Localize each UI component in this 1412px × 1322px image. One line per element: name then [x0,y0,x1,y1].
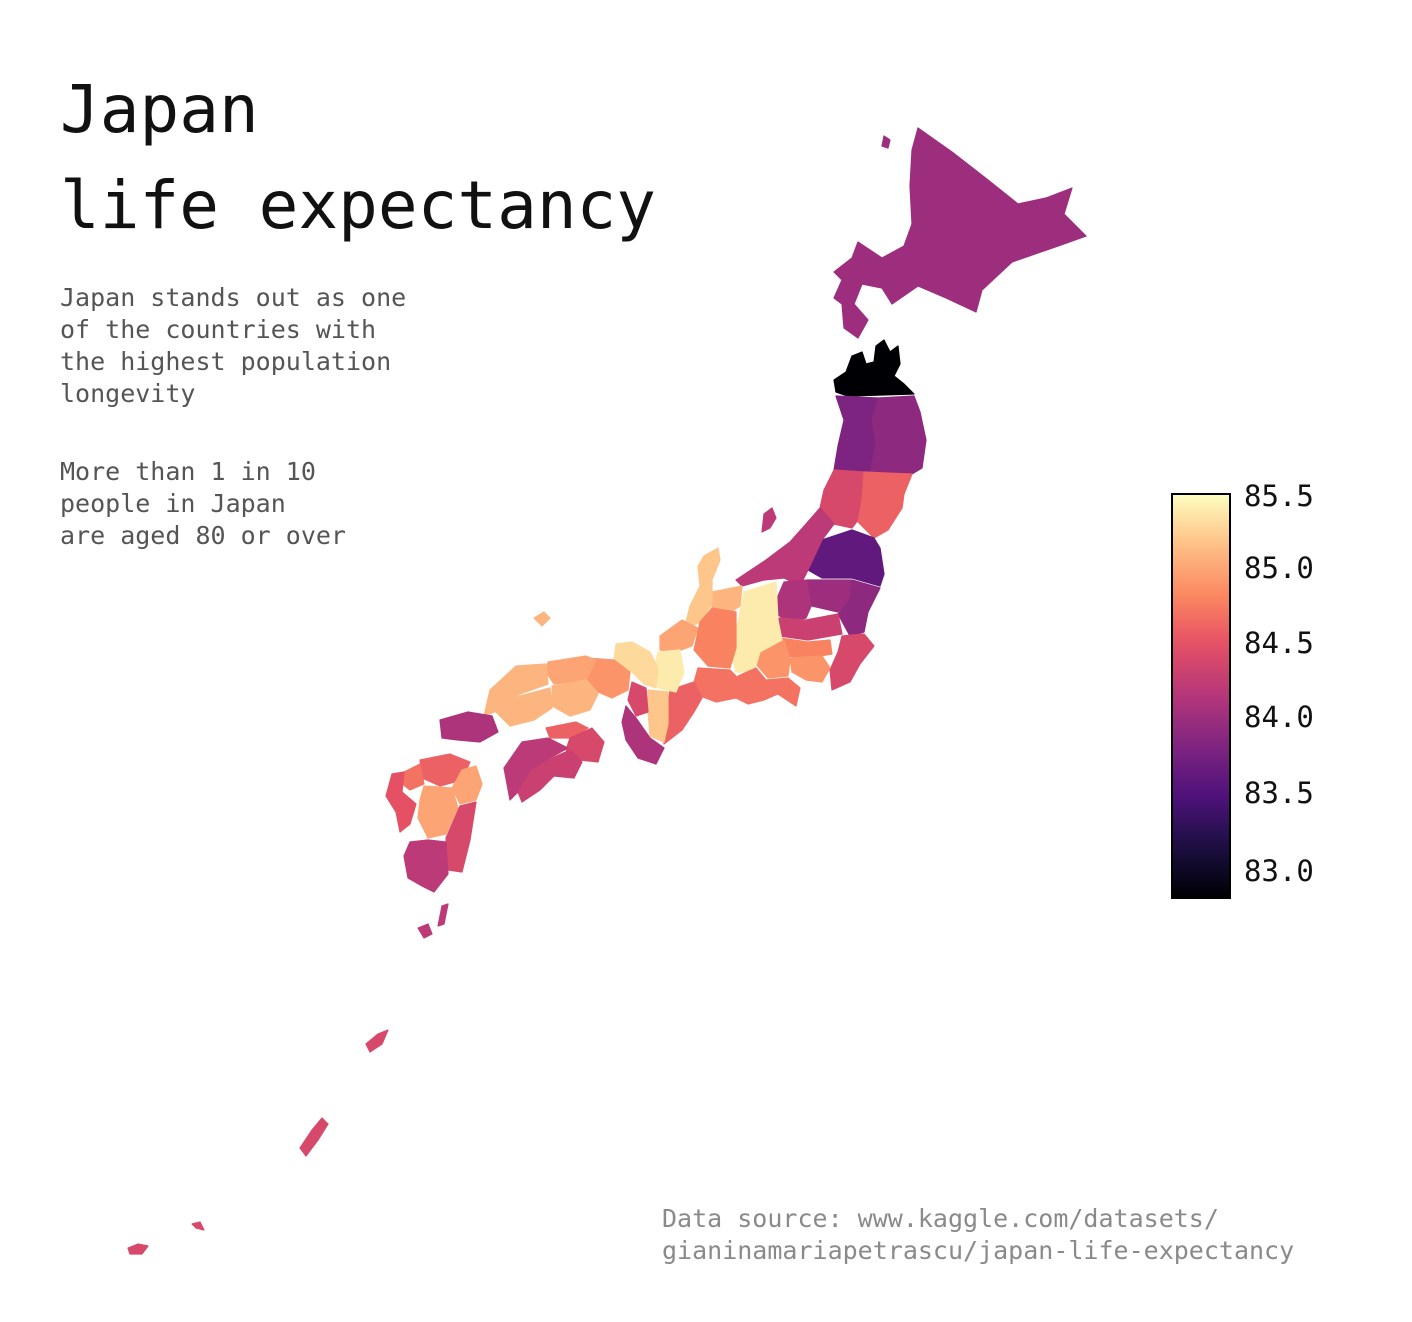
prefecture-tokushima [565,727,605,763]
prefecture-shizuoka [735,667,801,707]
annotation-aged-80: More than 1 in 10 people in Japan are ag… [60,457,346,550]
prefecture-akita [833,395,879,473]
prefecture-shiga [653,649,685,693]
colorbar-tick-label: 83.0 [1244,854,1314,888]
kansai-region [585,641,703,765]
prefecture-gifu [693,607,737,669]
prefecture-nagasaki [385,771,417,833]
shikoku-region [503,721,605,803]
prefecture-wakayama [621,705,665,765]
prefecture-okayama [551,679,599,717]
prefecture-okinawa-main [299,1117,329,1157]
prefecture-kanagawa [789,655,831,683]
chugoku-region [439,611,599,743]
prefecture-hokkaido [833,127,1087,339]
tohoku-region [807,339,927,587]
prefecture-chiba [829,633,875,691]
map-title: Japan life expectancy [60,62,656,254]
colorbar-tick-label: 84.0 [1244,700,1314,734]
kanto-chubu-region [659,507,881,707]
prefecture-fukui [659,619,699,653]
prefecture-okinawa-ishigaki [127,1243,149,1255]
prefecture-niigata-sado [761,507,777,533]
data-source-note: Data source: www.kaggle.com/datasets/ gi… [662,1204,1295,1265]
kyushu-region [385,753,483,939]
title-line-1: Japan [60,71,259,148]
prefecture-toyama [711,585,743,615]
colorbar-tick-label: 84.5 [1244,626,1314,660]
prefecture-kochi [517,749,583,803]
prefecture-gunma [775,579,813,623]
okinawa-region [127,1029,389,1255]
prefecture-aomori [833,339,915,397]
annotation-longevity: Japan stands out as one of the countries… [60,283,407,408]
prefecture-hyogo [585,657,631,699]
colorbar [1171,493,1231,899]
prefecture-kagoshima-tanegashima [437,903,449,927]
prefecture-ibaraki [837,579,881,637]
colorbar-tick-label: 85.5 [1244,479,1314,513]
prefecture-miyazaki [445,801,477,873]
prefecture-tochigi [807,579,853,613]
prefecture-hiroshima [495,687,553,727]
colorbar-tick-label: 85.0 [1244,551,1314,585]
prefecture-osaka [627,681,649,717]
prefecture-nara [647,689,669,743]
prefecture-okinawa-miyako [191,1221,205,1231]
prefecture-shimane-oki [533,611,551,627]
title-line-2: life expectancy [60,167,657,244]
prefecture-niigata [735,507,835,587]
prefecture-kagoshima [403,839,449,893]
prefecture-kumamoto [417,785,459,839]
prefecture-kagoshima-yakushima [417,923,433,939]
hokkaido-region [833,127,1087,339]
prefecture-ehime [503,737,569,801]
prefecture-iwate [869,395,927,475]
prefecture-hokkaido-rishiri [881,135,891,149]
prefecture-okinawa-amami [365,1029,389,1053]
colorbar-tick-label: 83.5 [1244,776,1314,810]
prefecture-miyagi [857,471,913,539]
prefecture-yamaguchi [439,711,499,743]
